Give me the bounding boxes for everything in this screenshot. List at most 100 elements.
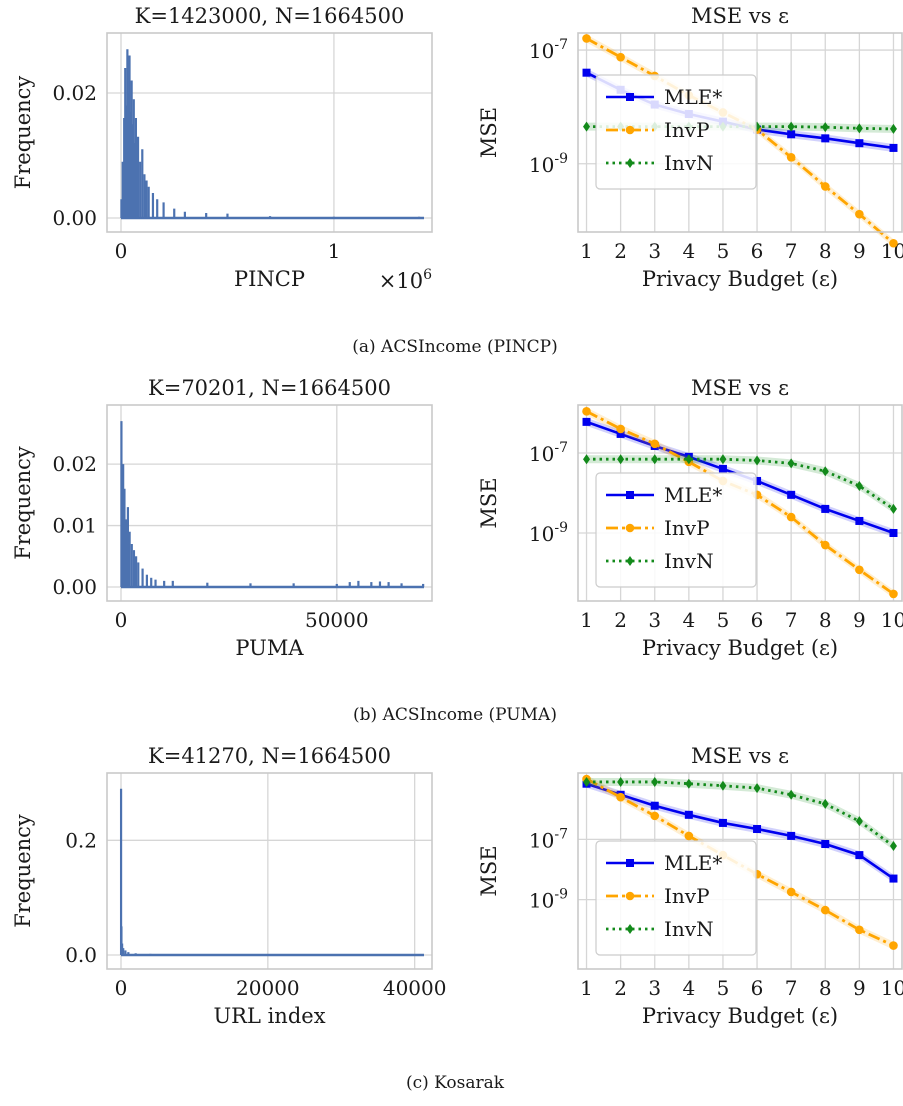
x-tick-label: 20000 (236, 976, 300, 1000)
x-tick-label: 10 (881, 608, 903, 632)
legend-label-invn: InvN (664, 917, 714, 941)
invn-point (855, 123, 863, 134)
y-tick-label: 10-9 (529, 887, 568, 913)
invp-point (889, 238, 898, 248)
x-tick-label: 0 (115, 976, 128, 1000)
legend-label-mle: MLE* (664, 483, 722, 507)
mle-point (718, 464, 727, 473)
invn-point (889, 841, 897, 852)
y-tick-label: 0.00 (52, 575, 97, 599)
x-tick-label: 9 (853, 976, 866, 1000)
x-tick-label: 8 (819, 239, 832, 263)
x-tick-label: 6 (751, 976, 764, 1000)
mle-line (586, 782, 895, 880)
mle-point (855, 139, 864, 148)
invn-point (855, 480, 863, 491)
x-tick-label: 1 (328, 239, 341, 263)
plot-frame (577, 404, 903, 602)
mle-point (889, 874, 898, 883)
legend-box (595, 74, 757, 190)
mle-point (753, 825, 762, 834)
invn-point (855, 816, 863, 827)
legend-box (595, 472, 757, 588)
invn-point (719, 780, 727, 791)
mle-point (684, 810, 693, 819)
x-tick-label: 3 (648, 976, 661, 1000)
invn-point (821, 122, 829, 133)
invn-point (719, 454, 727, 465)
invp-point (820, 182, 830, 191)
mle-point (855, 851, 864, 860)
mle-point (889, 143, 898, 152)
x-tick-label: 7 (785, 976, 798, 1000)
invn-point (651, 776, 659, 787)
caption-b: (b) ACSIncome (PUMA) (353, 705, 557, 725)
legend-marker-invp (625, 125, 635, 135)
invp-point (616, 424, 625, 434)
invn-point (787, 789, 795, 800)
invp-point (582, 407, 591, 416)
x-tick-label: 0 (115, 608, 128, 632)
y-axis-label: MSE (477, 107, 501, 158)
mle-point (616, 429, 625, 438)
histogram-panel-0: 0 1 0.00 0.02 K=1423000, N=1664500 PINCP Frequ… (11, 4, 433, 293)
x-axis-label: PINCP (234, 267, 305, 291)
y-tick-label: 10-9 (529, 520, 568, 546)
y-tick-label: 0.0 (65, 943, 97, 967)
x-tick-label: 9 (853, 608, 866, 632)
x-tick-label: 0 (115, 239, 128, 263)
x-tick-label: 6 (751, 239, 764, 263)
x-tick-label: 2 (614, 976, 627, 1000)
mse-panel-5: 1 2 3 4 5 6 7 8 9 10 10-7 10-9 MLE* InvP InvN MSE vs ε P… (477, 744, 903, 1028)
mle-point (787, 831, 796, 840)
legend-marker-invn (626, 158, 634, 168)
mle-point (787, 490, 796, 499)
x-tick-label: 2 (614, 239, 627, 263)
legend-label-mle: MLE* (664, 85, 722, 109)
mse-panel-1: 1 2 3 4 5 6 7 8 9 10 10-7 10-9 MLE* InvP InvN MSE vs ε P… (477, 4, 903, 291)
plot-frame (106, 772, 433, 970)
y-axis-label: Frequency (11, 814, 35, 928)
invp-point (650, 811, 660, 821)
chart-title: MSE vs ε (691, 744, 789, 768)
x-tick-label: 5 (717, 239, 730, 263)
y-axis-label: Frequency (11, 446, 35, 560)
legend-marker-invn (626, 924, 634, 934)
mle-point (718, 818, 727, 827)
invn-point (617, 454, 625, 465)
x-tick-label: 50000 (305, 608, 369, 632)
invn-point (787, 121, 795, 132)
invp-point (855, 925, 864, 935)
invn-band (586, 777, 894, 851)
plot-frame (577, 772, 903, 970)
invn-point (617, 776, 625, 787)
invp-point (616, 52, 625, 62)
chart-title: K=41270, N=1664500 (148, 744, 391, 768)
x-tick-label: 3 (648, 239, 661, 263)
chart-title: MSE vs ε (691, 376, 789, 400)
invp-line (585, 777, 895, 947)
invn-line (586, 125, 894, 131)
y-tick-label: 0.2 (65, 828, 97, 852)
chart-title: K=70201, N=1664500 (148, 376, 391, 400)
y-tick-label: 0.02 (52, 81, 97, 105)
x-tick-label: 1 (580, 976, 593, 1000)
invn-point (685, 778, 693, 789)
mle-point (855, 516, 864, 525)
invp-point (786, 512, 796, 522)
legend-box (595, 840, 757, 956)
invp-point (786, 152, 796, 162)
mle-point (650, 801, 659, 810)
y-tick-label: 0.00 (52, 206, 97, 230)
chart-title: MSE vs ε (691, 4, 789, 28)
legend-marker-mle (626, 93, 634, 101)
caption-c: (c) Kosarak (406, 1073, 505, 1093)
x-axis-label: Privacy Budget (ε) (642, 267, 838, 291)
x-tick-label: 6 (751, 608, 764, 632)
mle-point (821, 134, 830, 143)
invp-point (582, 34, 591, 43)
x-tick-label: 1 (580, 239, 593, 263)
legend-marker-invp (625, 523, 635, 533)
invn-point (753, 783, 761, 794)
